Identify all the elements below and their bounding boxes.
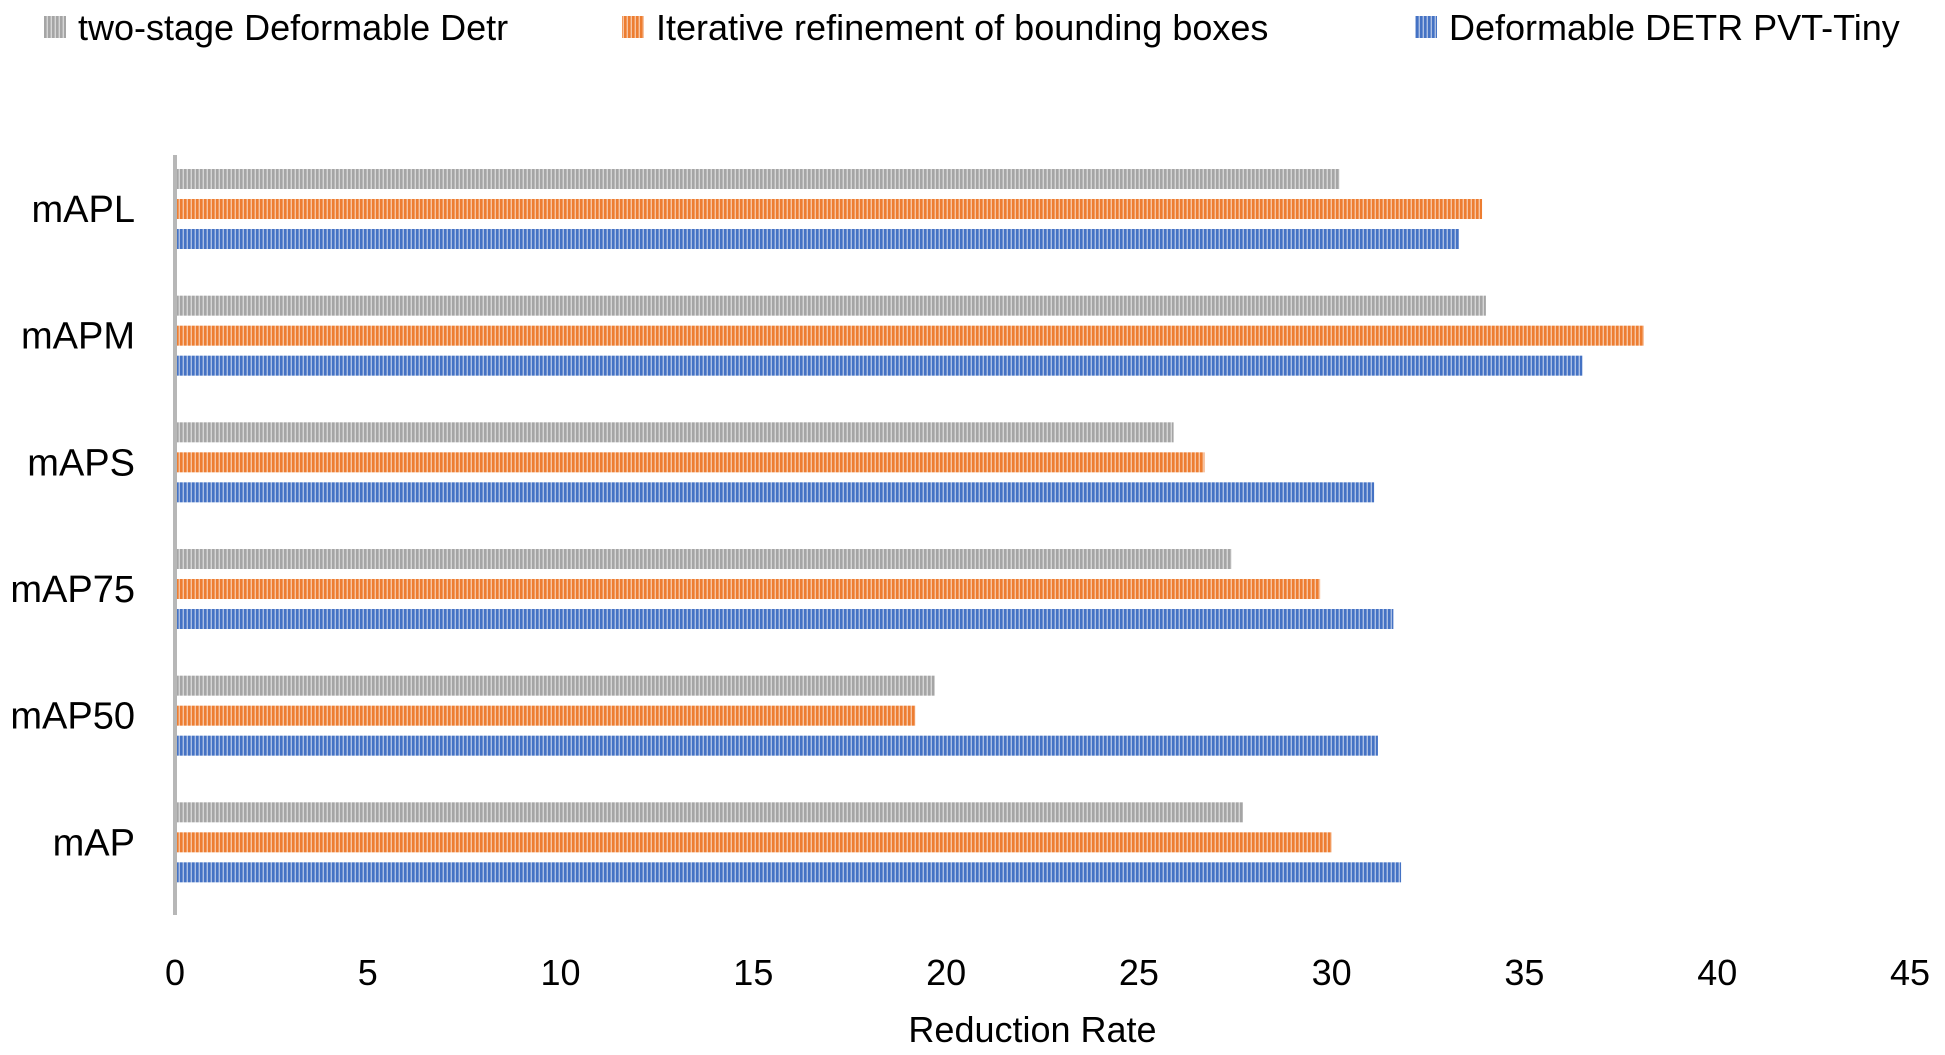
bar-map-series-3[interactable] bbox=[175, 862, 1402, 883]
category-label: mAP50 bbox=[10, 696, 135, 738]
legend-label: Iterative refinement of bounding boxes bbox=[656, 7, 1268, 48]
bar-map75-series-1[interactable] bbox=[175, 549, 1232, 569]
bar-mapl-series-2[interactable] bbox=[175, 199, 1483, 219]
bar-map-series-2[interactable] bbox=[175, 832, 1332, 853]
bar-map-series-1[interactable] bbox=[175, 802, 1243, 823]
x-tick-label: 40 bbox=[1697, 952, 1737, 993]
x-tick-label: 15 bbox=[733, 952, 773, 993]
bar-mapm-series-3[interactable] bbox=[175, 355, 1583, 376]
bar-mapl-series-1[interactable] bbox=[175, 169, 1340, 189]
category-label: mAPL bbox=[32, 189, 135, 231]
bar-mapm-series-2[interactable] bbox=[175, 325, 1644, 346]
bar-map75-series-3[interactable] bbox=[175, 609, 1394, 629]
x-tick-label: 35 bbox=[1504, 952, 1544, 993]
x-tick-label: 0 bbox=[165, 952, 185, 993]
legend-item[interactable]: two-stage Deformable Detr bbox=[44, 7, 508, 48]
legend-label: two-stage Deformable Detr bbox=[78, 7, 508, 48]
bar-maps-series-2[interactable] bbox=[175, 452, 1205, 473]
bars bbox=[175, 169, 1644, 883]
legend-swatch bbox=[44, 16, 66, 38]
x-tick-label: 20 bbox=[926, 952, 966, 993]
category-label: mAP75 bbox=[10, 569, 135, 611]
bar-map50-series-1[interactable] bbox=[175, 675, 935, 696]
legend-swatch bbox=[1415, 16, 1437, 38]
legend: two-stage Deformable Detr Iterative refin… bbox=[44, 7, 1900, 48]
bar-map50-series-3[interactable] bbox=[175, 735, 1378, 756]
x-tick-label: 25 bbox=[1119, 952, 1159, 993]
x-tick-label: 10 bbox=[541, 952, 581, 993]
bar-maps-series-3[interactable] bbox=[175, 482, 1375, 503]
x-tick-label: 30 bbox=[1312, 952, 1352, 993]
bar-map75-series-2[interactable] bbox=[175, 579, 1321, 599]
legend-swatch bbox=[622, 16, 644, 38]
bar-map50-series-2[interactable] bbox=[175, 705, 916, 726]
bar-mapl-series-3[interactable] bbox=[175, 229, 1459, 249]
bar-mapm-series-1[interactable] bbox=[175, 295, 1486, 316]
category-label: mAPS bbox=[27, 442, 135, 484]
x-tick-label: 5 bbox=[358, 952, 378, 993]
category-label: mAP bbox=[53, 822, 135, 864]
bar-maps-series-1[interactable] bbox=[175, 422, 1174, 443]
legend-item[interactable]: Deformable DETR PVT-Tiny bbox=[1415, 7, 1900, 48]
x-axis-title: Reduction Rate bbox=[908, 1009, 1156, 1050]
x-tick-label: 45 bbox=[1890, 952, 1930, 993]
legend-item[interactable]: Iterative refinement of bounding boxes bbox=[622, 7, 1268, 48]
category-label: mAPM bbox=[21, 316, 135, 358]
axes: mAPL mAPM mAPS mAP75 mAP50 mAP 0 5 10 15 20 25 30 35 4… bbox=[10, 155, 1930, 1050]
legend-label: Deformable DETR PVT-Tiny bbox=[1449, 7, 1900, 48]
